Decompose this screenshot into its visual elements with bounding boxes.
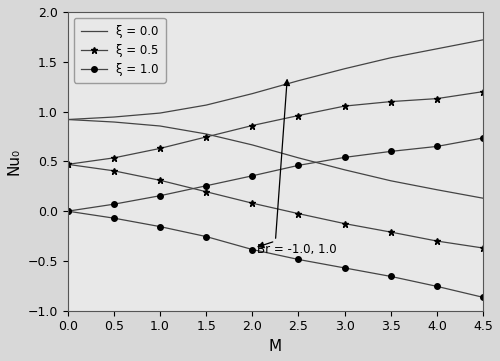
Y-axis label: Nu₀: Nu₀	[7, 148, 22, 175]
X-axis label: M: M	[269, 339, 282, 354]
Text: Br = -1.0, 1.0: Br = -1.0, 1.0	[257, 243, 336, 256]
Legend: ξ = 0.0, ξ = 0.5, ξ = 1.0: ξ = 0.0, ξ = 0.5, ξ = 1.0	[74, 18, 166, 83]
